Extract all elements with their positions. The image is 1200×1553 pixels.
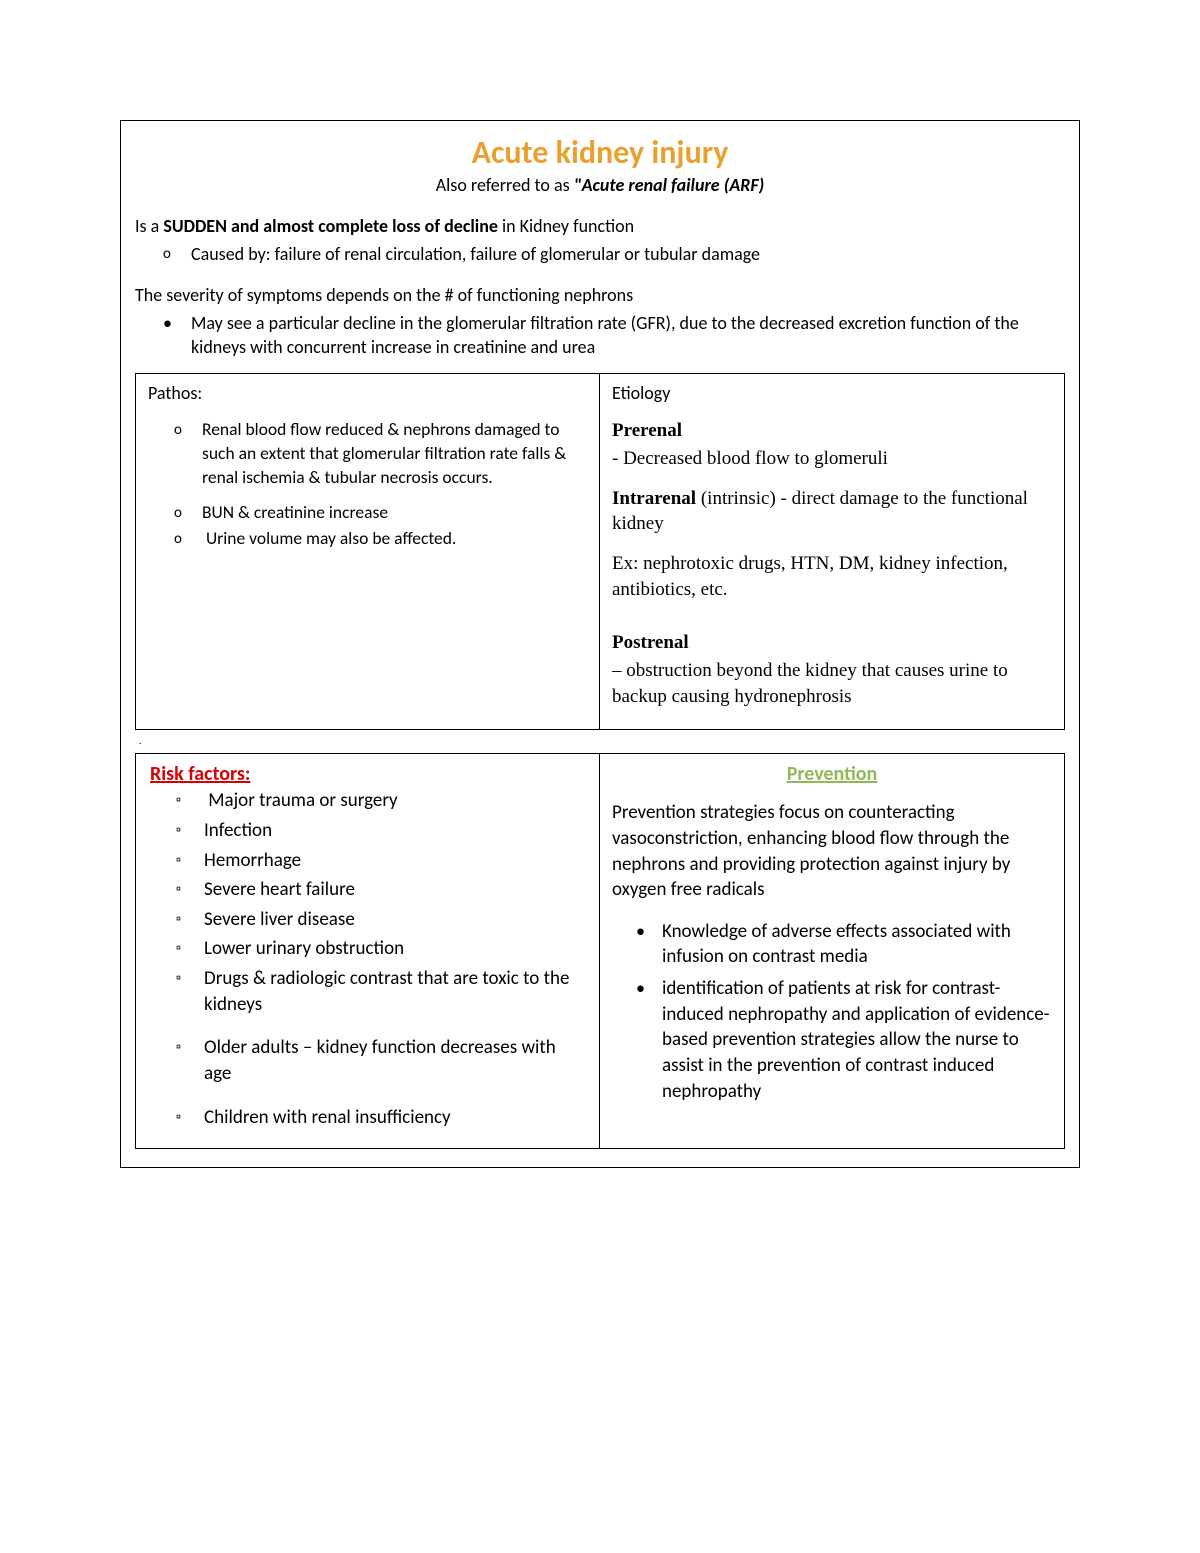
prerenal-desc: - Decreased blood flow to glomeruli bbox=[612, 446, 1052, 472]
risk-heading: Risk factors: bbox=[150, 762, 587, 786]
pathos-etiology-table: Pathos: Renal blood flow reduced & nephr… bbox=[135, 373, 1065, 730]
subtitle-prefix: Also referred to as bbox=[436, 174, 574, 196]
severity-bullet: May see a particular decline in the glom… bbox=[191, 311, 1065, 360]
risk-item: Severe heart failure bbox=[204, 877, 587, 903]
risk-item: Hemorrhage bbox=[204, 848, 587, 874]
intro-is-a: Is a bbox=[135, 215, 163, 237]
document-subtitle: Also referred to as "Acute renal failure… bbox=[135, 174, 1065, 196]
risk-item: Major trauma or surgery bbox=[204, 788, 587, 814]
pathos-list: Renal blood flow reduced & nephrons dama… bbox=[148, 418, 587, 550]
etiology-heading: Etiology bbox=[612, 382, 1052, 404]
prevention-paragraph: Prevention strategies focus on counterac… bbox=[612, 800, 1052, 903]
prerenal-term: Prerenal bbox=[612, 420, 682, 441]
spacer-dot: . bbox=[139, 734, 1065, 747]
severity-line: The severity of symptoms depends on the … bbox=[135, 283, 1065, 307]
risk-list: Major trauma or surgery Infection Hemorr… bbox=[148, 788, 587, 1130]
prevention-heading: Prevention bbox=[612, 762, 1052, 786]
document-frame: Acute kidney injury Also referred to as … bbox=[120, 120, 1080, 1168]
intrarenal-term: Intrarenal bbox=[612, 488, 696, 509]
risk-item: Children with renal insufficiency bbox=[204, 1105, 587, 1131]
severity-sublist: May see a particular decline in the glom… bbox=[135, 311, 1065, 360]
subtitle-italic: "Acute renal failure (ARF) bbox=[574, 174, 765, 196]
intrarenal-example: Ex: nephrotoxic drugs, HTN, DM, kidney i… bbox=[612, 551, 1052, 602]
intro-line: Is a SUDDEN and almost complete loss of … bbox=[135, 214, 1065, 238]
pathos-item: BUN & creatinine increase bbox=[202, 501, 587, 525]
risk-item: Older adults – kidney function decreases… bbox=[204, 1035, 587, 1086]
pathos-heading: Pathos: bbox=[148, 382, 587, 404]
intro-sublist: Caused by: failure of renal circulation,… bbox=[135, 242, 1065, 266]
risk-item: Infection bbox=[204, 818, 587, 844]
etiology-column: Etiology Prerenal - Decreased blood flow… bbox=[600, 374, 1064, 729]
risk-item: Drugs & radiologic contrast that are tox… bbox=[204, 966, 587, 1017]
page: Acute kidney injury Also referred to as … bbox=[0, 0, 1200, 1553]
pathos-item: Renal blood flow reduced & nephrons dama… bbox=[202, 418, 587, 489]
prevention-list: Knowledge of adverse effects associated … bbox=[612, 919, 1052, 1104]
etiology-body: Prerenal - Decreased blood flow to glome… bbox=[612, 418, 1052, 709]
intro-cause-item: Caused by: failure of renal circulation,… bbox=[191, 242, 1065, 266]
prevention-item: identification of patients at risk for c… bbox=[662, 976, 1052, 1104]
prevention-item: Knowledge of adverse effects associated … bbox=[662, 919, 1052, 970]
risk-item: Severe liver disease bbox=[204, 907, 587, 933]
risk-item: Lower urinary obstruction bbox=[204, 936, 587, 962]
pathos-column: Pathos: Renal blood flow reduced & nephr… bbox=[136, 374, 600, 729]
postrenal-desc: – obstruction beyond the kidney that cau… bbox=[612, 658, 1052, 709]
pathos-item: Urine volume may also be affected. bbox=[202, 527, 587, 551]
risk-column: Risk factors: Major trauma or surgery In… bbox=[136, 754, 600, 1148]
prevention-column: Prevention Prevention strategies focus o… bbox=[600, 754, 1064, 1148]
risk-prevention-table: Risk factors: Major trauma or surgery In… bbox=[135, 753, 1065, 1149]
document-title: Acute kidney injury bbox=[135, 133, 1065, 172]
intro-bold: SUDDEN and almost complete loss of decli… bbox=[163, 215, 498, 237]
postrenal-term: Postrenal bbox=[612, 632, 689, 653]
intro-rest: in Kidney function bbox=[498, 215, 634, 237]
